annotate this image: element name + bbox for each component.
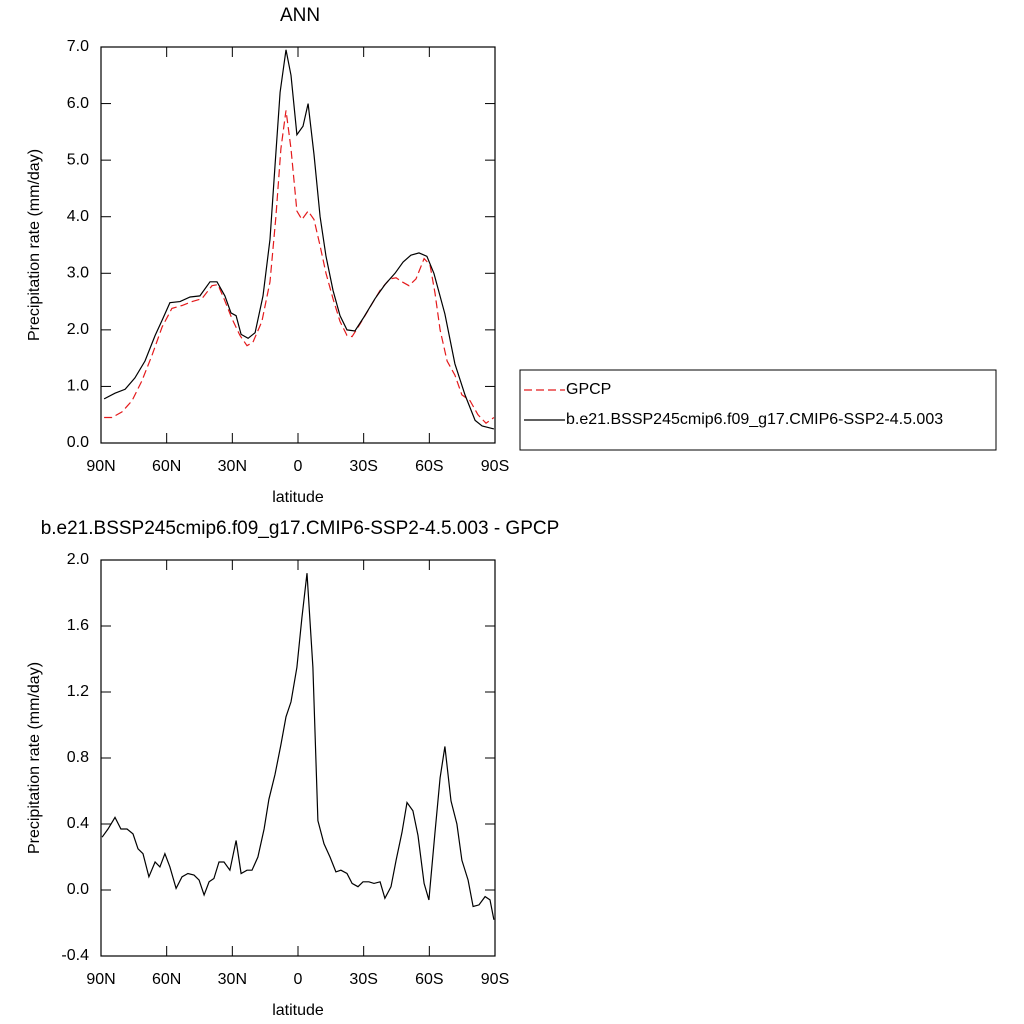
x-tick-label: 0 (294, 458, 303, 475)
data-line (104, 110, 495, 424)
y-tick-label: 5.0 (67, 151, 89, 168)
y-tick-label: -0.4 (61, 947, 89, 964)
legend-label: GPCP (566, 381, 611, 398)
y-tick-label: 1.0 (67, 378, 89, 395)
x-tick-label: 90N (86, 458, 115, 475)
y-tick-label: 1.2 (67, 683, 89, 700)
y-tick-label: 0.4 (67, 815, 89, 832)
x-tick-label: 90N (86, 971, 115, 988)
y-tick-label: 6.0 (67, 95, 89, 112)
x-tick-label: 60S (415, 971, 443, 988)
x-tick-label: 0 (294, 971, 303, 988)
x-axis-label: latitude (272, 489, 324, 506)
y-tick-label: 4.0 (67, 208, 89, 225)
x-tick-label: 90S (481, 458, 509, 475)
legend-label: b.e21.BSSP245cmip6.f09_g17.CMIP6-SSP2-4.… (566, 411, 943, 428)
x-tick-label: 90S (481, 971, 509, 988)
y-tick-label: 3.0 (67, 265, 89, 282)
y-tick-label: 7.0 (67, 38, 89, 55)
y-axis-label: Precipitation rate (mm/day) (26, 662, 43, 854)
y-tick-label: 0.0 (67, 881, 89, 898)
chart-title: b.e21.BSSP245cmip6.f09_g17.CMIP6-SSP2-4.… (41, 518, 560, 539)
y-tick-label: 0.0 (67, 434, 89, 451)
x-tick-label: 30S (349, 971, 377, 988)
y-axis-label: Precipitation rate (mm/day) (26, 149, 43, 341)
legend-box (519, 369, 997, 451)
x-tick-label: 60N (152, 458, 181, 475)
y-tick-label: 2.0 (67, 551, 89, 568)
y-tick-label: 0.8 (67, 749, 89, 766)
x-tick-label: 30N (218, 971, 247, 988)
x-tick-label: 30N (218, 458, 247, 475)
y-tick-label: 2.0 (67, 321, 89, 338)
data-line (101, 573, 495, 920)
chart-title: ANN (280, 5, 320, 26)
x-tick-label: 60N (152, 971, 181, 988)
plot-frame (100, 559, 496, 957)
y-tick-label: 1.6 (67, 617, 89, 634)
x-tick-label: 60S (415, 458, 443, 475)
data-line (103, 49, 495, 430)
plot-frame (100, 46, 496, 444)
x-axis-label: latitude (272, 1002, 324, 1019)
x-tick-label: 30S (349, 458, 377, 475)
